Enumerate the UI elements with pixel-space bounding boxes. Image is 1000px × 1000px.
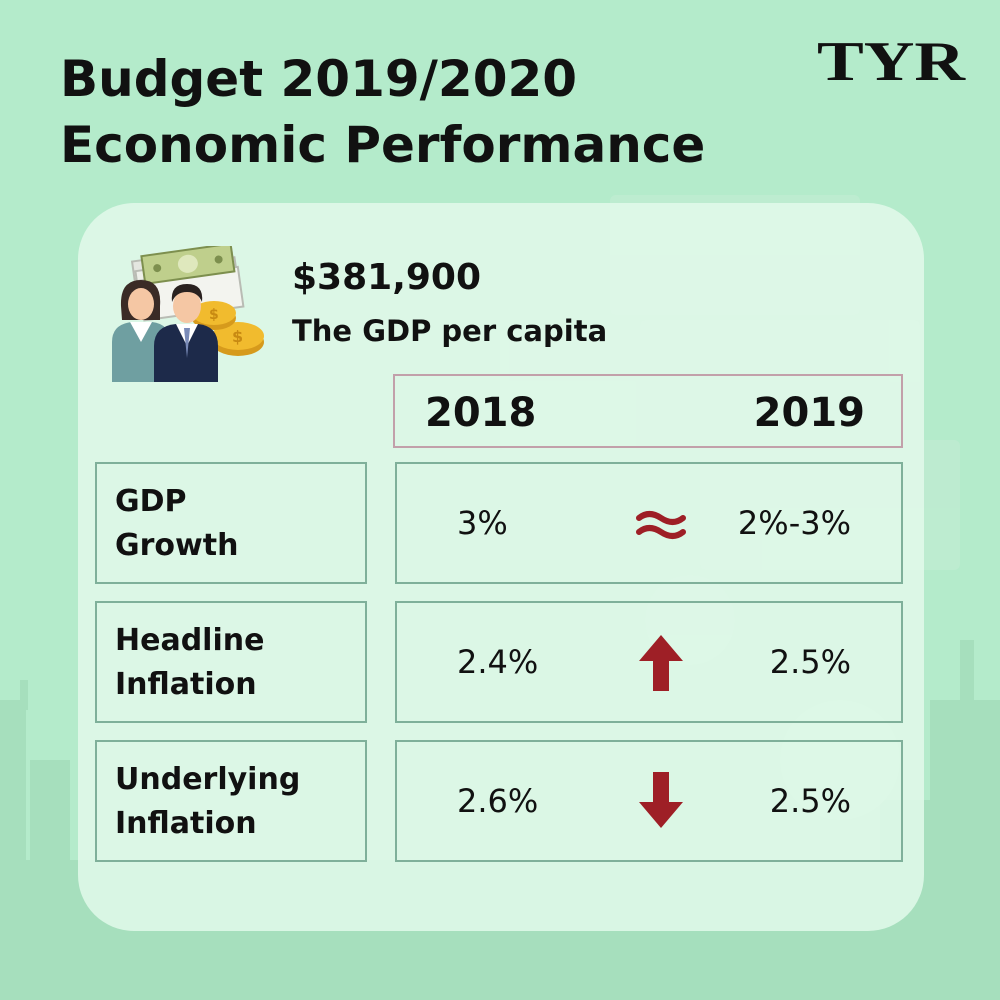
tyr-logo: TYR	[817, 31, 966, 86]
value-2019: 2%-3%	[737, 504, 851, 542]
year-2018-label: 2018	[425, 390, 537, 436]
year-header: 2018 2019	[393, 374, 903, 448]
arrow-down-icon	[639, 772, 683, 828]
row-label-line: Headline	[115, 623, 265, 658]
svg-text:$: $	[209, 307, 219, 323]
value-2019: 2.5%	[769, 782, 851, 820]
row-label-line: Inflation	[115, 667, 257, 702]
row-label-underlying-inflation: Underlying Inflation	[95, 740, 367, 862]
gdp-per-capita-value: $381,900	[292, 257, 482, 298]
row-values-gdp-growth: 3% 2%-3%	[395, 462, 903, 584]
svg-text:$: $	[232, 327, 243, 346]
row-values-headline-inflation: 2.4% 2.5%	[395, 601, 903, 723]
row-label-line: Growth	[115, 528, 239, 563]
row-label-line: Underlying	[115, 762, 301, 797]
arrow-up-icon	[639, 635, 683, 691]
logo-text: TYR	[817, 31, 966, 86]
row-label-line: GDP	[115, 484, 187, 519]
value-2018: 3%	[457, 504, 508, 542]
row-values-underlying-inflation: 2.6% 2.5%	[395, 740, 903, 862]
page-title: Budget 2019/2020 Economic Performance	[60, 46, 705, 178]
approximately-equal-icon	[636, 511, 686, 539]
value-2018: 2.6%	[457, 782, 539, 820]
row-label-headline-inflation: Headline Inflation	[95, 601, 367, 723]
row-label-line: Inflation	[115, 806, 257, 841]
gdp-per-capita-label: The GDP per capita	[292, 314, 608, 348]
year-2019-label: 2019	[753, 390, 865, 436]
people-money-icon: $ $	[112, 246, 264, 382]
title-line-1: Budget 2019/2020	[60, 50, 578, 108]
title-line-2: Economic Performance	[60, 116, 706, 174]
value-2018: 2.4%	[457, 643, 539, 681]
value-2019: 2.5%	[769, 643, 851, 681]
row-label-gdp-growth: GDP Growth	[95, 462, 367, 584]
